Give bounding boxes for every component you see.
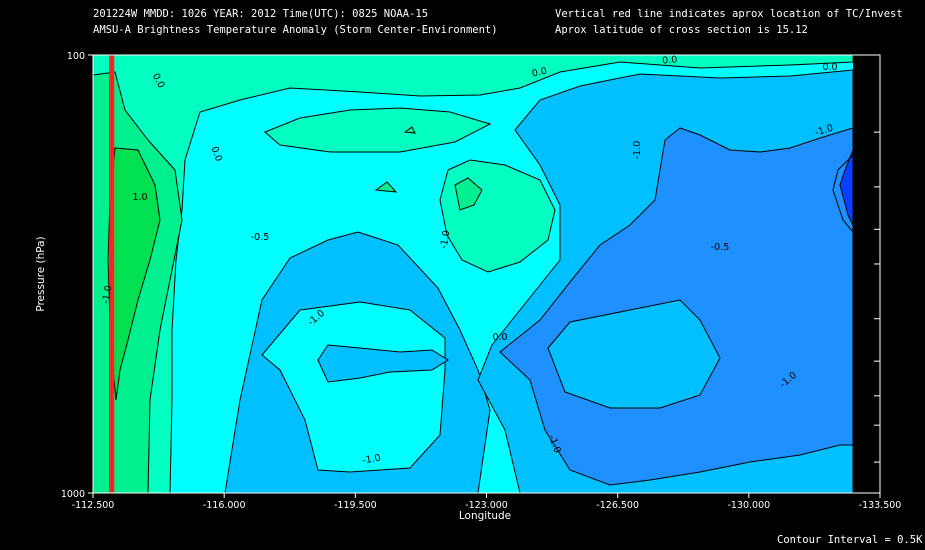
contour-label: -1.0 bbox=[632, 141, 643, 160]
header-line-2: AMSU-A Brightness Temperature Anomaly (S… bbox=[93, 24, 498, 36]
header-right-2: Aprox latitude of cross section is 15.12 bbox=[555, 24, 808, 36]
x-tick-label: -133.500 bbox=[859, 500, 902, 511]
contour-fill bbox=[374, 181, 398, 193]
contour-label: 0.0 bbox=[492, 332, 507, 343]
x-tick-label: -123.000 bbox=[465, 500, 508, 511]
contour-fill bbox=[839, 149, 853, 226]
contour-label: 0.0 bbox=[822, 62, 837, 73]
x-axis: -112.500 -116.000 -119.500 -123.000 -126.500… bbox=[72, 493, 902, 511]
contour-fill bbox=[454, 177, 483, 211]
x-tick-label: -126.500 bbox=[596, 500, 639, 511]
header-line-1: 201224W MMDD: 1026 YEAR: 2012 Time(UTC):… bbox=[93, 8, 429, 20]
y-tick-label: 100 bbox=[67, 51, 85, 62]
contour-fill bbox=[832, 154, 853, 233]
y-tick-label: 1000 bbox=[61, 489, 85, 500]
contour-field bbox=[93, 55, 853, 493]
contour-label: -1.0 bbox=[361, 453, 381, 467]
x-axis-title: Longitude bbox=[459, 510, 511, 522]
contour-fill bbox=[547, 299, 721, 409]
contour-label: -1.0 bbox=[101, 284, 115, 304]
contour-interval-note: Contour Interval = 0.5K bbox=[777, 534, 923, 546]
contour-fill bbox=[261, 301, 446, 473]
contour-label: -1.0 bbox=[814, 123, 835, 139]
contour-label: 1.0 bbox=[132, 192, 147, 203]
x-tick-label: -130.000 bbox=[727, 500, 770, 511]
y-axis: 100 1000 bbox=[61, 51, 880, 500]
contour-fill bbox=[403, 126, 416, 134]
contour-label: -1.0 bbox=[439, 229, 453, 249]
contour-fill bbox=[317, 344, 449, 383]
contour-label: 0.0 bbox=[531, 66, 548, 80]
contour-label: -0.5 bbox=[251, 232, 270, 243]
contour-label: -0.5 bbox=[711, 242, 730, 253]
contour-label: 0.0 bbox=[209, 145, 225, 163]
contour-label: 0.0 bbox=[662, 54, 678, 66]
x-tick-label: -112.500 bbox=[72, 500, 115, 511]
x-tick-label: -116.000 bbox=[203, 500, 246, 511]
y-axis-title: Pressure (hPa) bbox=[35, 236, 47, 311]
contour-fill bbox=[264, 107, 492, 153]
x-tick-label: -119.500 bbox=[334, 500, 377, 511]
contour-fill bbox=[107, 147, 161, 401]
contour-fill bbox=[93, 55, 853, 493]
header-right-1: Vertical red line indicates aprox locati… bbox=[555, 8, 903, 20]
